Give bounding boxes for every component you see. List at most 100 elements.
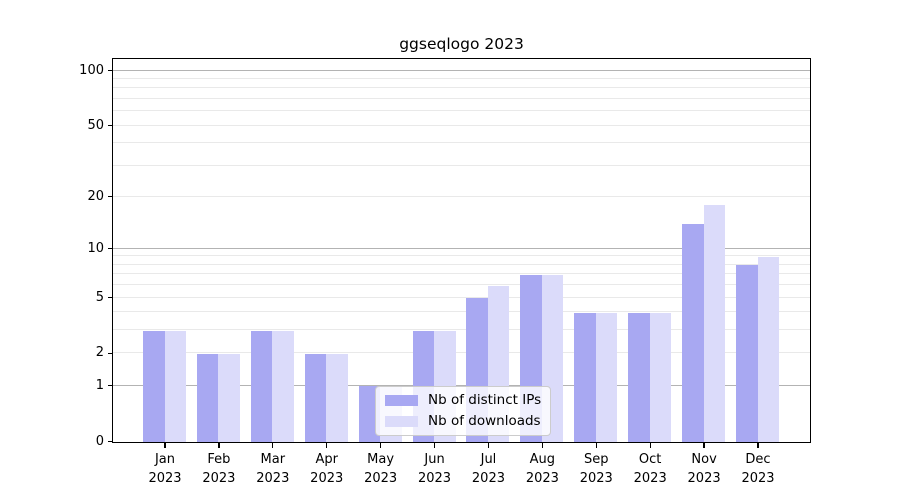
gridline-major bbox=[113, 384, 810, 386]
x-tick-year: 2023 bbox=[256, 470, 290, 486]
x-tick-month: Mar bbox=[260, 451, 286, 467]
y-tick-mark bbox=[108, 196, 113, 198]
bar-downloads bbox=[272, 330, 294, 442]
x-tick-year: 2023 bbox=[310, 470, 344, 486]
y-tick-label: 5 bbox=[95, 289, 104, 305]
legend-swatch-distinct-ips bbox=[385, 395, 418, 406]
x-tick-mark bbox=[649, 443, 651, 448]
bar-distinct-ips bbox=[304, 353, 327, 442]
y-tick-mark bbox=[108, 296, 113, 299]
x-tick-month: Jun bbox=[424, 451, 445, 467]
y-tick-label: 50 bbox=[87, 117, 104, 133]
x-tick-year: 2023 bbox=[471, 470, 505, 486]
y-tick-mark bbox=[108, 352, 113, 354]
bar-distinct-ips bbox=[143, 330, 165, 442]
x-tick-year: 2023 bbox=[148, 470, 182, 486]
gridline-minor bbox=[113, 273, 810, 275]
x-tick-mark bbox=[757, 443, 759, 448]
gridline-minor bbox=[113, 78, 810, 79]
x-tick-mark bbox=[433, 443, 436, 448]
bar-distinct-ips bbox=[682, 224, 704, 442]
x-tick-mark bbox=[703, 443, 705, 448]
gridline-minor bbox=[113, 329, 810, 331]
x-tick-mark bbox=[164, 443, 166, 448]
y-tick-label: 1 bbox=[95, 377, 104, 393]
gridline-major bbox=[113, 247, 810, 249]
y-tick-mark bbox=[108, 124, 113, 127]
bar-distinct-ips bbox=[736, 265, 758, 442]
x-tick-year: 2023 bbox=[525, 470, 559, 486]
x-tick-mark bbox=[595, 443, 597, 448]
x-tick-month: Jul bbox=[480, 451, 497, 467]
gridlines-layer bbox=[113, 59, 810, 442]
x-tick-month: Apr bbox=[315, 451, 338, 467]
x-tick-label: Dec 2023 bbox=[726, 450, 790, 488]
plot-area: Nb of distinct IPs Nb of downloads bbox=[112, 58, 811, 443]
x-tick-mark bbox=[487, 443, 490, 448]
gridline-minor bbox=[113, 311, 810, 313]
gridline-minor bbox=[113, 284, 810, 286]
gridline-minor bbox=[113, 97, 810, 99]
bar-downloads bbox=[703, 205, 726, 442]
x-tick-month: Oct bbox=[638, 451, 662, 467]
y-tick-label: 10 bbox=[87, 240, 104, 256]
x-tick-month: Aug bbox=[529, 451, 556, 467]
x-tick-year: 2023 bbox=[417, 470, 452, 486]
x-tick-label: Jan 2023 bbox=[133, 450, 197, 488]
y-tick-mark bbox=[108, 69, 113, 72]
bar-downloads bbox=[649, 312, 672, 442]
gridline-minor bbox=[113, 142, 810, 144]
legend-label-downloads: Nb of downloads bbox=[428, 413, 541, 429]
y-tick-label: 100 bbox=[79, 62, 104, 78]
x-tick-label: Jun 2023 bbox=[403, 450, 467, 488]
bar-downloads bbox=[164, 330, 186, 442]
x-tick-year: 2023 bbox=[202, 470, 236, 486]
bar-downloads bbox=[218, 353, 240, 442]
chart-title: ggseqlogo 2023 bbox=[399, 35, 524, 53]
x-tick-month: Jan bbox=[154, 451, 176, 467]
x-tick-mark bbox=[379, 443, 382, 448]
x-tick-month: Feb bbox=[207, 451, 231, 467]
y-tick-mark bbox=[108, 248, 113, 250]
x-tick-label: Mar 2023 bbox=[241, 450, 305, 488]
x-tick-label: Oct 2023 bbox=[618, 450, 682, 488]
legend-row-downloads: Nb of downloads bbox=[385, 413, 541, 430]
gridline-minor bbox=[113, 110, 810, 112]
bar-distinct-ips bbox=[358, 386, 381, 442]
gridline-minor bbox=[113, 87, 810, 89]
x-tick-year: 2023 bbox=[579, 470, 613, 486]
bar-distinct-ips bbox=[250, 330, 273, 442]
x-tick-label: Feb 2023 bbox=[187, 450, 251, 488]
bar-distinct-ips bbox=[574, 312, 596, 442]
x-tick-label: May 2023 bbox=[349, 450, 413, 488]
x-tick-mark bbox=[326, 443, 328, 448]
x-tick-mark bbox=[272, 443, 274, 448]
x-tick-label: Apr 2023 bbox=[295, 450, 359, 488]
y-tick-label: 2 bbox=[95, 345, 104, 361]
x-tick-label: Jul 2023 bbox=[456, 450, 520, 488]
bar-downloads bbox=[326, 353, 348, 442]
legend: Nb of distinct IPs Nb of downloads bbox=[375, 386, 552, 436]
x-tick-year: 2023 bbox=[364, 470, 398, 486]
x-tick-month: May bbox=[367, 451, 395, 467]
x-tick-year: 2023 bbox=[687, 470, 721, 486]
gridline-major bbox=[113, 69, 810, 71]
gridline-minor bbox=[113, 263, 810, 265]
gridline-minor bbox=[113, 255, 810, 257]
legend-row-distinct-ips: Nb of distinct IPs bbox=[385, 392, 541, 409]
bar-downloads bbox=[595, 312, 618, 442]
gridline-minor bbox=[113, 195, 810, 197]
x-tick-month: Sep bbox=[584, 451, 609, 467]
x-tick-label: Sep 2023 bbox=[564, 450, 628, 488]
gridline-minor bbox=[113, 164, 810, 166]
bars-layer bbox=[113, 59, 810, 442]
legend-label-distinct-ips: Nb of distinct IPs bbox=[428, 392, 542, 408]
y-tick-label: 20 bbox=[87, 188, 104, 204]
x-tick-month: Nov bbox=[691, 451, 717, 467]
bar-downloads bbox=[757, 256, 779, 442]
y-tick-label: 0 bbox=[95, 433, 104, 449]
bar-distinct-ips bbox=[628, 312, 650, 442]
